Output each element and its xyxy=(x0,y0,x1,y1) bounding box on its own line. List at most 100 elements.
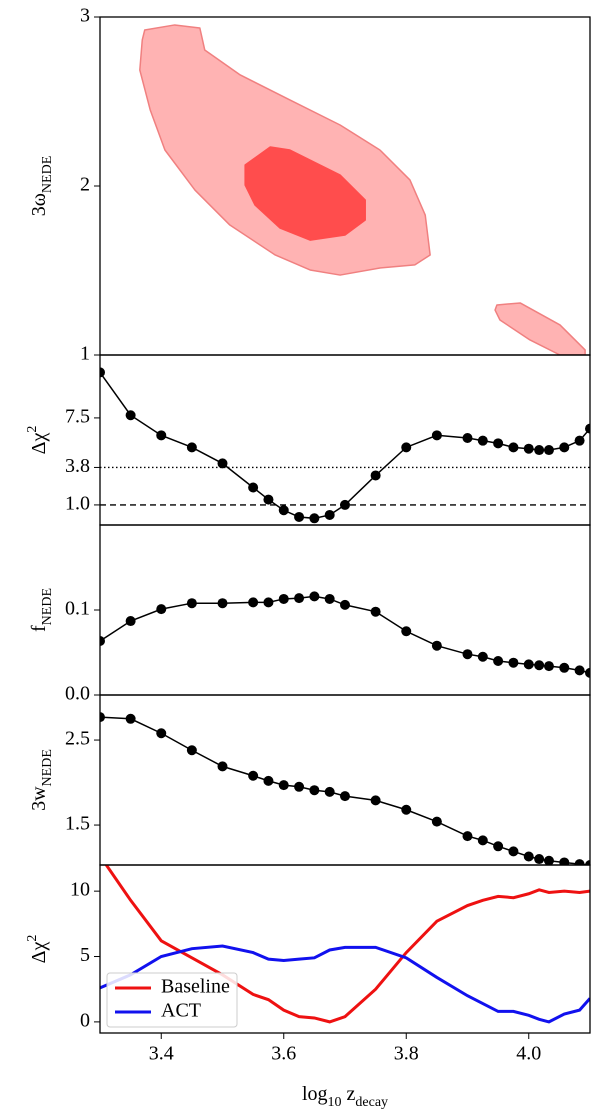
y-tick-label: 0.1 xyxy=(65,598,90,620)
marker xyxy=(186,442,197,453)
panel-frame xyxy=(99,694,591,866)
y-tick-label: 2.5 xyxy=(65,728,90,750)
marker xyxy=(263,597,274,608)
x-tick-label: 3.4 xyxy=(149,1043,174,1065)
label-part: Δχ xyxy=(28,942,50,964)
y-tick-label: 5 xyxy=(80,944,90,966)
marker xyxy=(186,598,197,609)
contour-region xyxy=(244,146,366,241)
label-sup: 2 xyxy=(25,935,40,942)
marker xyxy=(508,846,519,857)
marker xyxy=(543,445,554,456)
y-axis-label: 3wNEDE xyxy=(28,749,55,811)
marker xyxy=(559,857,570,865)
marker xyxy=(508,442,519,453)
y-axis-label: Δχ2 xyxy=(25,935,50,964)
marker xyxy=(401,626,412,637)
y-tick-label: 0.0 xyxy=(65,683,90,705)
label-part: Δχ xyxy=(28,433,50,455)
marker xyxy=(574,435,585,446)
contour-region xyxy=(494,302,586,355)
marker xyxy=(309,513,320,524)
y-tick-label: 1.0 xyxy=(65,493,90,515)
label-sub: NEDE xyxy=(40,588,55,625)
label-part: 3w xyxy=(28,786,50,811)
panel xyxy=(100,591,590,678)
label-part: 3ω xyxy=(28,193,50,216)
marker xyxy=(534,660,545,671)
y-tick-label: 1.5 xyxy=(65,813,90,835)
y-tick-label: 0 xyxy=(80,1009,90,1031)
marker xyxy=(477,435,488,446)
marker xyxy=(309,785,320,796)
marker xyxy=(186,745,197,756)
x-tick-label: 3.6 xyxy=(271,1043,296,1065)
line xyxy=(100,716,590,865)
marker xyxy=(340,599,350,610)
panel xyxy=(100,367,590,524)
label-sub: 10 xyxy=(328,1095,342,1110)
label-part: f xyxy=(28,625,50,632)
marker xyxy=(462,432,473,443)
marker xyxy=(508,657,519,668)
marker xyxy=(324,593,335,604)
marker xyxy=(559,442,570,453)
marker xyxy=(523,443,534,454)
marker xyxy=(462,649,473,660)
y-tick-label: 10 xyxy=(70,879,90,901)
label-sub: NEDE xyxy=(40,156,55,193)
panel xyxy=(100,712,590,865)
marker xyxy=(585,423,590,434)
marker xyxy=(324,509,335,520)
marker xyxy=(100,367,105,378)
marker xyxy=(248,597,259,608)
marker xyxy=(431,640,442,651)
marker xyxy=(523,659,534,670)
label-sup: 2 xyxy=(25,426,40,433)
y-tick-label: 2 xyxy=(80,174,90,196)
marker xyxy=(462,831,473,842)
marker xyxy=(493,656,504,666)
label-sub: NEDE xyxy=(40,749,55,786)
panel-frame xyxy=(99,524,591,696)
marker xyxy=(217,458,228,469)
marker xyxy=(294,511,305,522)
label-sub: decay xyxy=(355,1095,388,1110)
marker xyxy=(278,593,289,604)
legend-label: ACT xyxy=(161,1000,201,1022)
y-axis-label: Δχ2 xyxy=(25,426,50,455)
marker xyxy=(574,859,585,865)
y-axis-label: 3ωNEDE xyxy=(28,156,55,217)
marker xyxy=(431,430,442,441)
marker xyxy=(340,791,350,802)
legend-label: Baseline xyxy=(161,976,230,998)
marker xyxy=(534,445,545,456)
marker xyxy=(217,761,228,772)
marker xyxy=(585,860,590,865)
marker xyxy=(585,667,590,678)
marker xyxy=(534,854,545,865)
marker xyxy=(309,591,320,602)
marker xyxy=(370,606,381,617)
line xyxy=(100,944,590,1024)
x-axis-label: log10 zdecay xyxy=(302,1083,388,1110)
y-tick-label: 3.8 xyxy=(65,455,90,477)
marker xyxy=(370,470,381,481)
marker xyxy=(125,410,136,421)
marker xyxy=(543,661,554,672)
marker xyxy=(401,804,412,815)
marker xyxy=(156,430,167,441)
marker xyxy=(493,438,504,449)
marker xyxy=(294,781,305,792)
marker xyxy=(401,442,412,453)
label-part: z xyxy=(342,1083,356,1105)
marker xyxy=(324,786,335,797)
marker xyxy=(156,728,167,739)
marker xyxy=(278,505,289,516)
marker xyxy=(156,604,167,615)
marker xyxy=(559,662,570,673)
marker xyxy=(340,499,350,510)
x-tick-label: 4.0 xyxy=(516,1043,541,1065)
panel-frame xyxy=(99,864,591,1034)
